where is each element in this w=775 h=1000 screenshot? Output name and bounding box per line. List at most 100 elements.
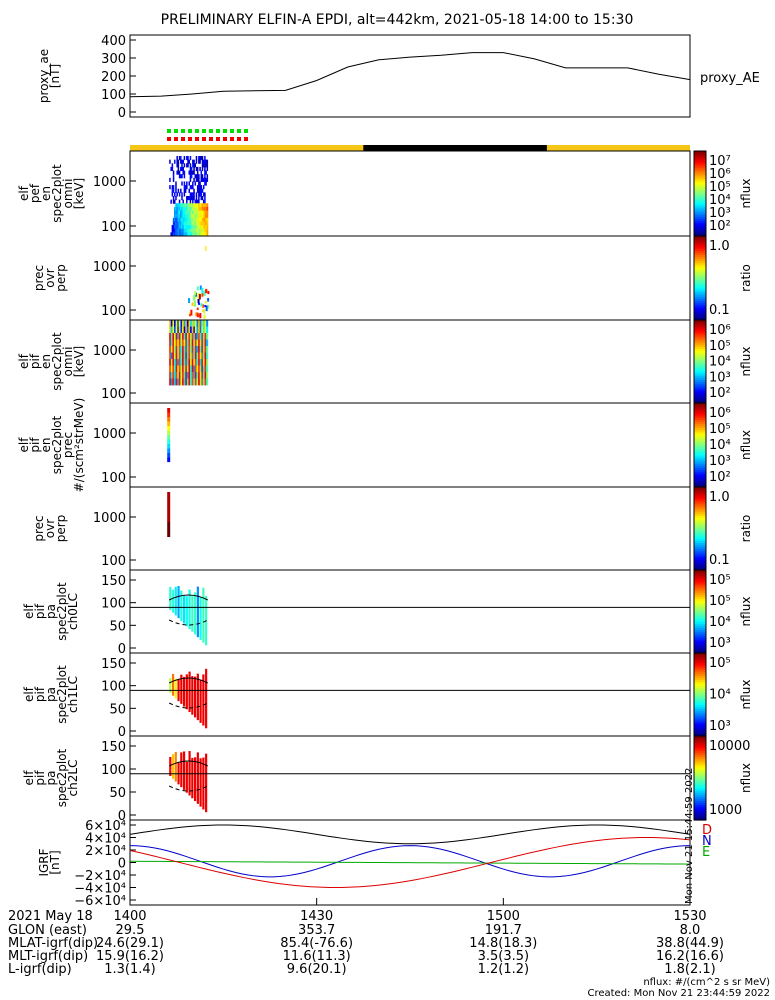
heatmap-cell xyxy=(190,225,193,230)
heatmap-cell xyxy=(177,586,180,619)
heatmap-cell xyxy=(174,365,177,373)
colorbar-cell xyxy=(694,813,706,817)
heatmap-cell xyxy=(177,206,180,212)
heatmap-cell xyxy=(199,210,202,215)
heatmap-cell xyxy=(192,163,194,168)
colorbar-cell xyxy=(694,690,706,694)
axis-label: en xyxy=(39,354,53,369)
colorbar-cell xyxy=(694,168,706,171)
colorbar-cell xyxy=(694,653,706,656)
colorbar-cell xyxy=(694,511,706,515)
heatmap-cell xyxy=(202,185,205,190)
colorbar-cell xyxy=(694,626,706,629)
heatmap-cell xyxy=(196,320,199,327)
heatmap-cell xyxy=(199,333,202,340)
heatmap-cell xyxy=(174,751,177,782)
heatmap-cell xyxy=(177,217,180,222)
axis-label: omni xyxy=(61,347,75,377)
colorbar-cell xyxy=(694,273,706,277)
heatmap-cell xyxy=(198,185,200,190)
heatmap-cell xyxy=(195,312,198,317)
heatmap-cell xyxy=(199,214,202,219)
heatmap-cell xyxy=(169,185,171,190)
colorbar-cell xyxy=(694,727,706,731)
colorbar-cell xyxy=(694,419,706,423)
heatmap-cell xyxy=(194,199,197,204)
heatmap-cell xyxy=(192,181,194,186)
heatmap-cell xyxy=(199,339,202,347)
colorbar-tick: 10⁵ xyxy=(709,422,731,437)
heatmap-cell xyxy=(194,163,197,168)
colorbar-cell xyxy=(694,717,706,720)
heatmap-cell xyxy=(188,196,190,201)
y-tick-label: 100 xyxy=(101,304,126,319)
colorbar-cell xyxy=(694,613,706,617)
heatmap-cell xyxy=(175,232,177,237)
info-row-label: MLT-igrf(dip) xyxy=(8,949,88,964)
heatmap-cell xyxy=(174,372,177,379)
axis-label: perp xyxy=(54,515,68,543)
heatmap-cell xyxy=(182,346,185,353)
heatmap-elf_pif_pa_spec2plot_ch0LC xyxy=(130,586,690,646)
colorbar-cell xyxy=(694,382,706,385)
heatmap-cell xyxy=(180,228,182,233)
heatmap-cell xyxy=(180,320,183,327)
colorbar-cell xyxy=(694,480,706,484)
heatmap-cell xyxy=(199,181,201,186)
colorbar-cell xyxy=(694,322,706,325)
y-tick-label: 1000 xyxy=(93,175,126,190)
heatmap-cell xyxy=(204,326,207,334)
axis-label: prec xyxy=(32,515,46,541)
heatmap-cell xyxy=(198,378,201,386)
heatmap-cell xyxy=(192,232,194,237)
heatmap-cell xyxy=(198,177,200,182)
heatmap-cell xyxy=(182,214,185,219)
heatmap-cell xyxy=(183,185,186,190)
colorbar-cell xyxy=(694,713,706,716)
heatmap-cell xyxy=(175,221,177,226)
heatmap-cell xyxy=(187,214,189,219)
info-row-value: 191.7 xyxy=(485,923,522,938)
heatmap-cell xyxy=(185,339,188,347)
heatmap-cell xyxy=(205,181,207,186)
heatmap-cell xyxy=(172,221,175,226)
colorbar-cell xyxy=(694,430,706,433)
heatmap-cell xyxy=(189,203,192,208)
y-tick-label: 100 xyxy=(101,220,126,235)
heatmap-cell xyxy=(176,159,178,164)
y-tick-label: −2×10⁴ xyxy=(74,869,126,884)
heatmap-cell xyxy=(174,232,176,237)
heatmap-cell xyxy=(185,674,188,710)
heatmap-cell xyxy=(172,359,175,366)
heatmap-cell xyxy=(181,163,183,168)
colorbar-cell xyxy=(694,557,706,561)
heatmap-cell xyxy=(175,217,177,222)
heatmap-cell xyxy=(194,214,197,219)
colorbar-label: nflux xyxy=(739,430,753,460)
colorbar-cell xyxy=(694,669,706,673)
y-tick-label: 150 xyxy=(101,740,126,755)
panel-frame-prec_ovr_perp xyxy=(129,235,691,321)
colorbar-tick: 10⁴ xyxy=(709,688,731,703)
heatmap-cell xyxy=(191,352,194,360)
heatmap-cell xyxy=(206,326,209,334)
colorbar-cell xyxy=(694,180,706,184)
colorbar-cell xyxy=(694,189,706,192)
heatmap-cell xyxy=(194,210,197,215)
heatmap-cell xyxy=(204,181,206,186)
heatmap-cell xyxy=(181,196,183,201)
heatmap-cell xyxy=(198,156,200,161)
heatmap-cell xyxy=(182,206,185,212)
colorbar-label: nflux xyxy=(739,597,753,627)
heatmap-cell xyxy=(171,673,175,696)
heatmap-cell xyxy=(182,221,185,226)
colorbar-cell xyxy=(694,299,706,302)
heatmap-cell xyxy=(193,359,196,366)
igrf-n-line xyxy=(129,845,691,878)
science-zone-marker xyxy=(167,129,171,133)
colorbar-cell xyxy=(694,499,706,503)
colorbar-cell xyxy=(694,307,706,311)
colorbar-cell xyxy=(694,214,706,218)
heatmap-cell xyxy=(195,214,198,219)
heatmap-cell xyxy=(187,225,189,230)
